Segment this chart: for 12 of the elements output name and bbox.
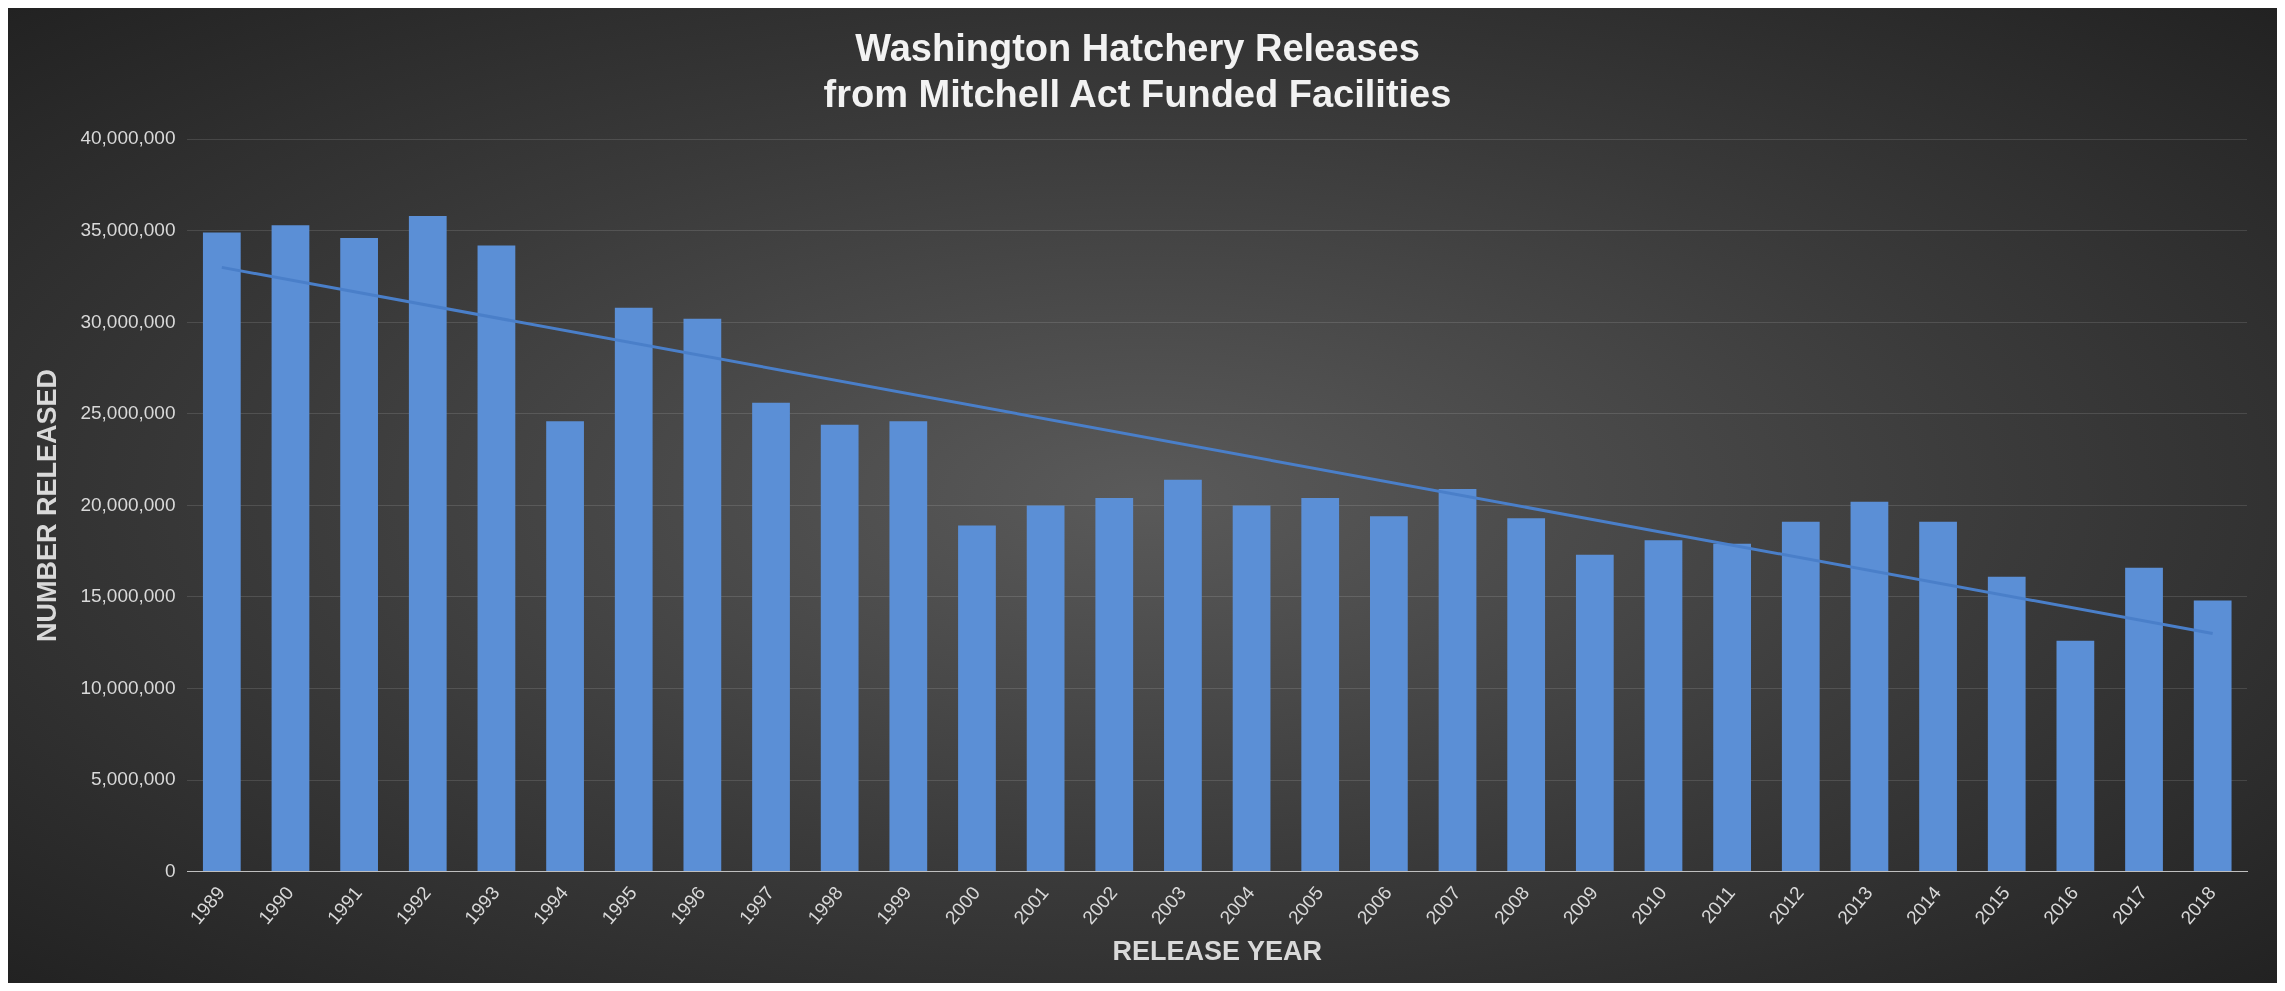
y-tick-label: 40,000,000 (80, 127, 176, 149)
y-tick-label: 10,000,000 (80, 676, 176, 698)
y-tick-label: 25,000,000 (80, 402, 176, 424)
chart-title: Washington Hatchery Releases from Mitchell Act Funded Facilities (823, 27, 1452, 115)
x-axis-title: RELEASE YEAR (1112, 936, 1323, 967)
y-tick-label: 30,000,000 (80, 310, 176, 332)
y-tick-label: 5,000,000 (90, 768, 176, 790)
y-tick-label: 35,000,000 (80, 218, 176, 240)
y-tick-label: 0 (164, 859, 176, 881)
y-tick-label: 20,000,000 (80, 493, 176, 515)
y-axis-title: NUMBER RELEASED (31, 368, 62, 642)
y-tick-label: 15,000,000 (80, 585, 176, 607)
